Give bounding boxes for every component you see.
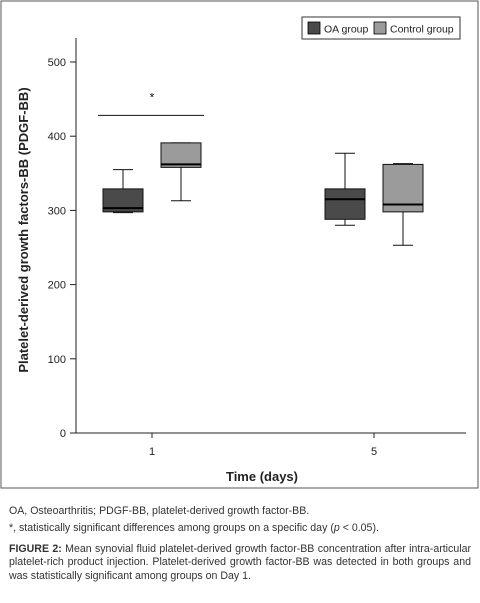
box-oa-day-5 (324, 152, 366, 226)
significance-note-suffix: < 0.05). (339, 522, 379, 534)
x-tick-label: 1 (149, 446, 155, 458)
significance-note-prefix: *, statistically significant differences… (9, 522, 334, 534)
legend-swatch-oa (307, 21, 321, 35)
chart-frame (0, 0, 479, 489)
x-axis-label: Time (days) (226, 469, 298, 484)
legend: OA group Control group (301, 16, 461, 40)
significance-note: *, statistically significant differences… (9, 522, 471, 535)
significance-star: * (150, 90, 155, 104)
legend-swatch-control (373, 21, 387, 35)
figure-caption-text: Mean synovial fluid platelet-derived gro… (9, 543, 471, 582)
significance-annotation: * (98, 90, 204, 116)
y-tick-label: 100 (48, 354, 66, 366)
significance-note-p: p (333, 522, 340, 534)
box-oa-day-1 (102, 169, 144, 214)
y-axis-label: Platelet-derived growth factors-BB (PDGF… (16, 87, 31, 372)
y-tick-label: 200 (48, 280, 66, 292)
figure-caption: FIGURE 2: Mean synovial fluid platelet-d… (9, 543, 471, 583)
y-tick-label: 500 (48, 57, 66, 69)
abbreviation-note: OA, Osteoarthritis; PDGF-BB, platelet-de… (9, 505, 310, 517)
y-tick-label: 0 (60, 428, 66, 440)
box-control-day-5 (382, 163, 424, 246)
box-control-day-1 (160, 142, 202, 202)
x-tick-label: 5 (371, 446, 377, 458)
figure-caption-label: FIGURE 2: (9, 543, 62, 555)
y-axis-ticks: 0 100 200 300 400 500 (48, 57, 76, 440)
box-iqr (324, 188, 366, 220)
box-iqr (102, 188, 144, 213)
box-iqr (160, 142, 202, 168)
y-tick-label: 400 (48, 131, 66, 143)
legend-label-control: Control group (390, 24, 454, 36)
boxes (102, 142, 424, 246)
legend-label-oa: OA group (324, 24, 369, 36)
y-tick-label: 300 (48, 205, 66, 217)
